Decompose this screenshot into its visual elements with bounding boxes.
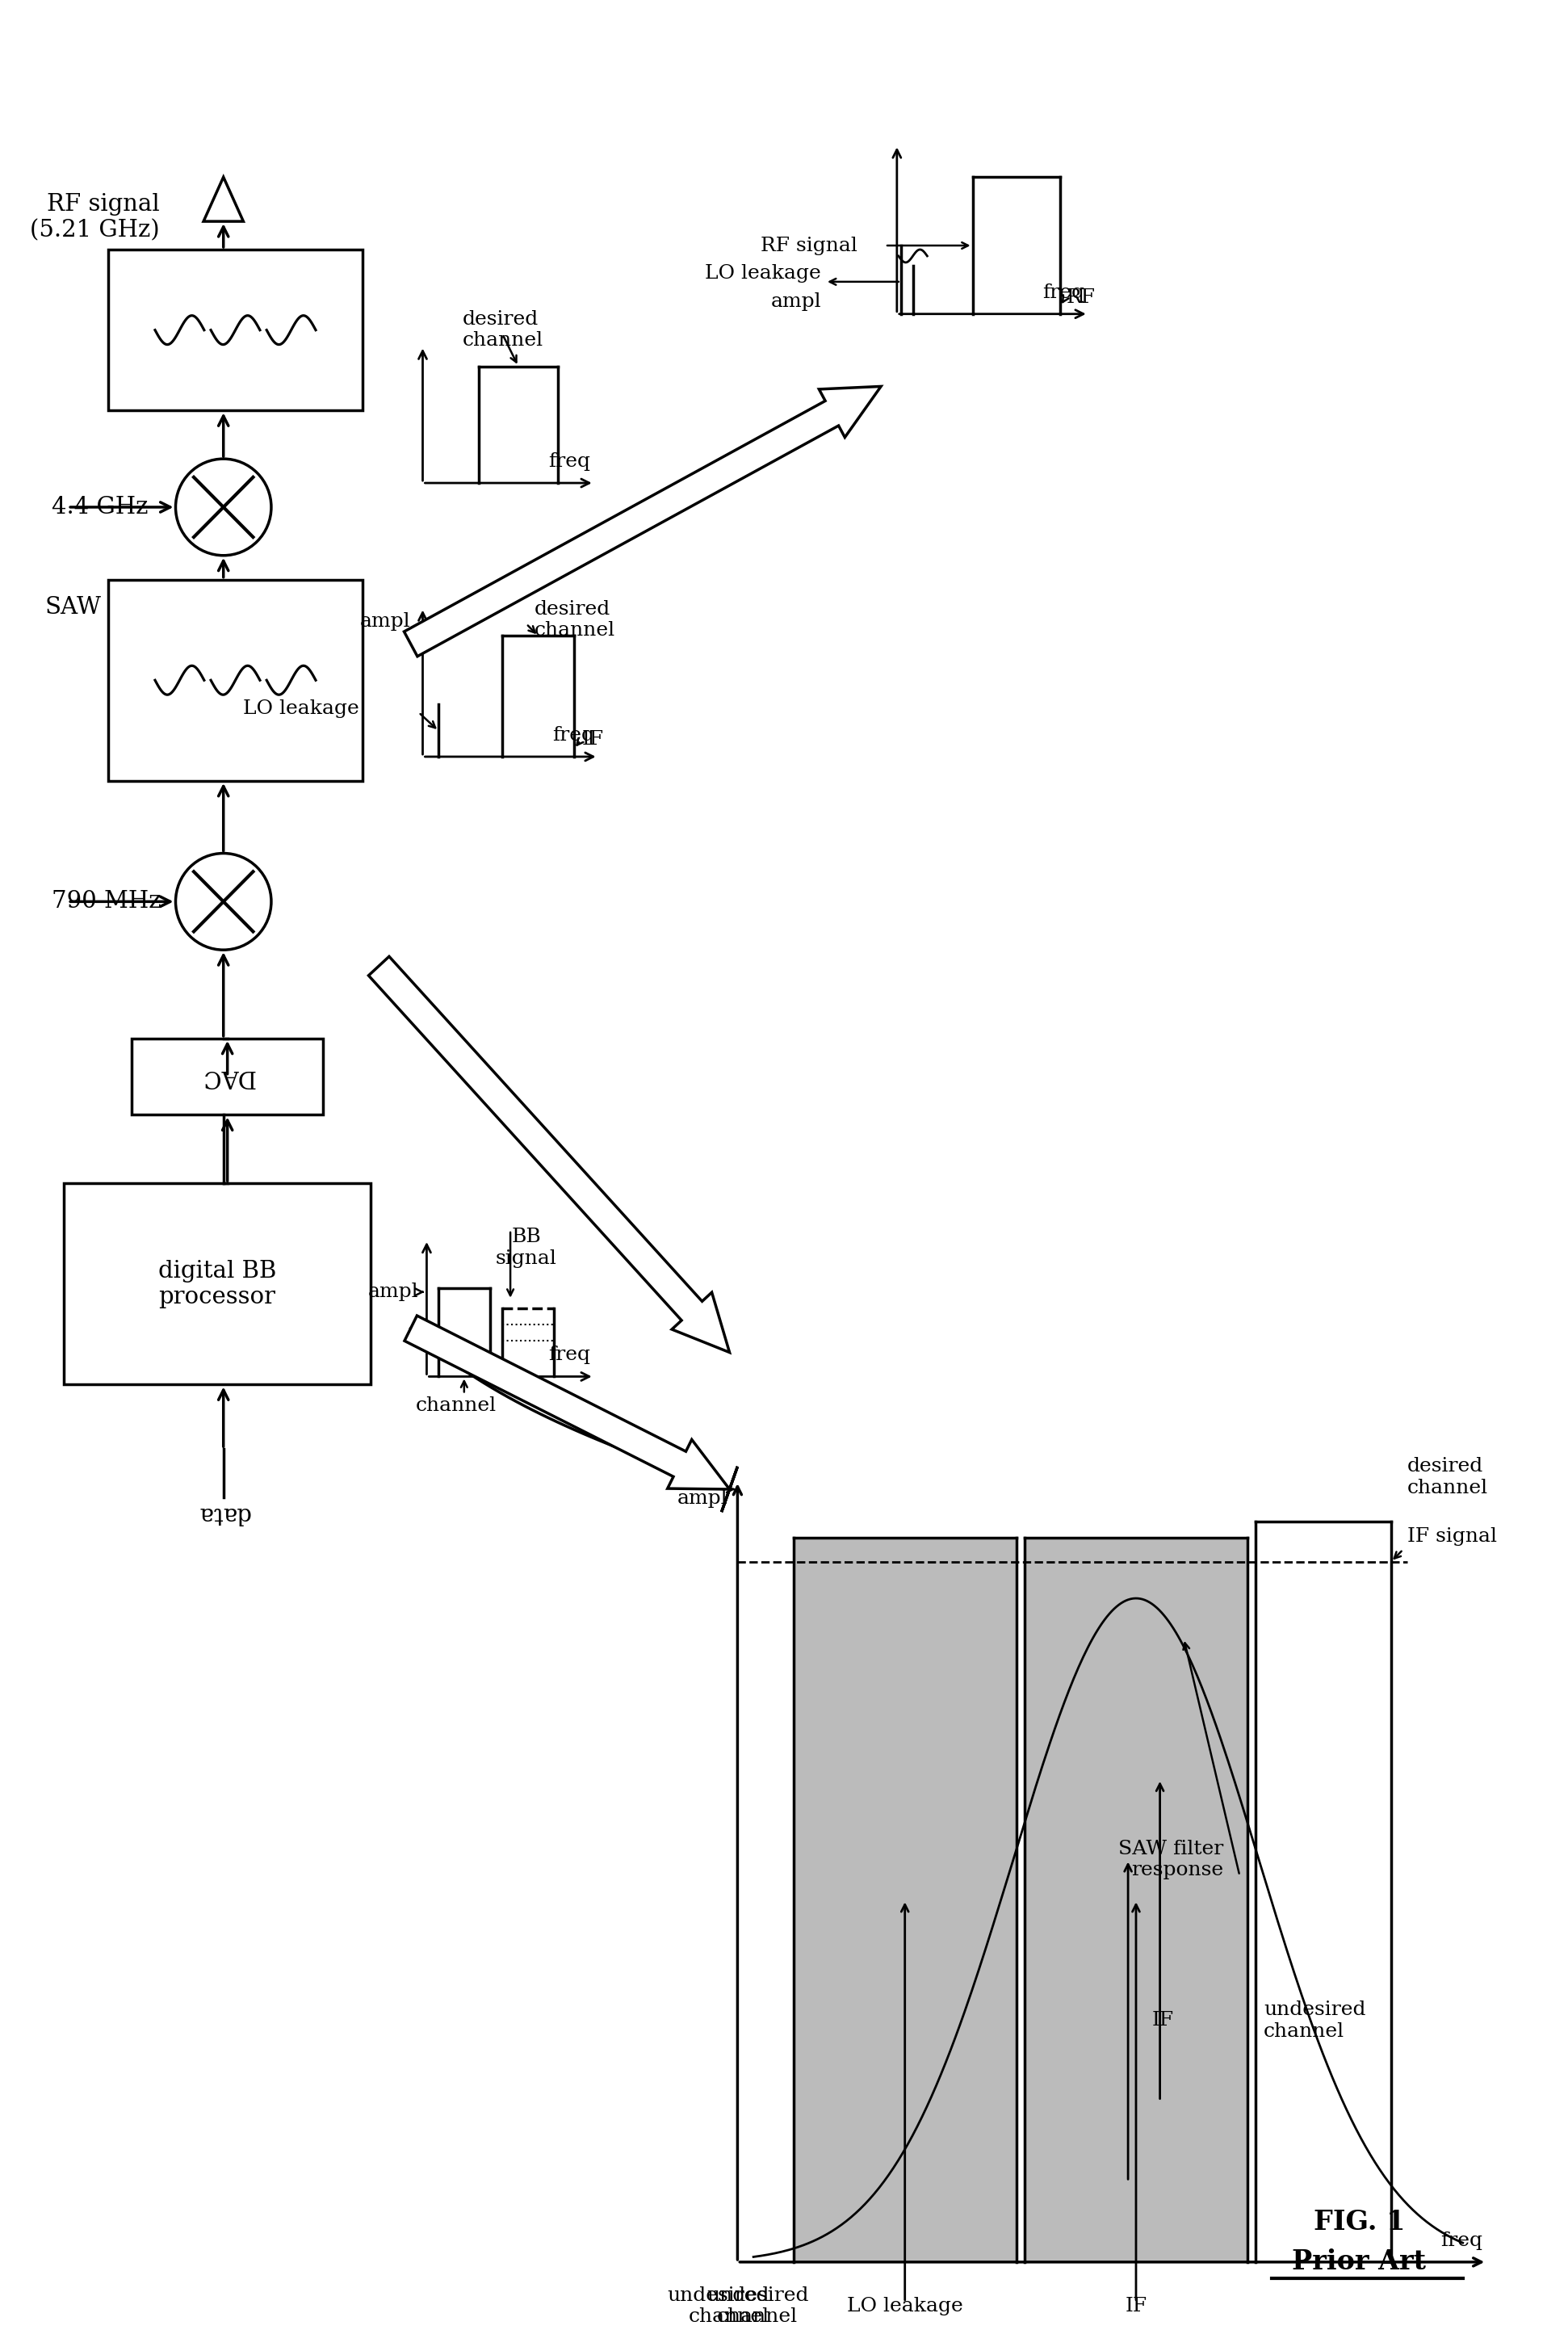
Text: ampl: ampl <box>361 613 411 631</box>
Polygon shape <box>405 1316 729 1489</box>
Text: desired
channel: desired channel <box>463 310 544 350</box>
Text: RF: RF <box>1066 289 1096 308</box>
Text: channel: channel <box>416 1396 497 1414</box>
Text: freq: freq <box>549 1347 590 1365</box>
Bar <box>793 1538 1016 2262</box>
Text: freq: freq <box>549 452 590 471</box>
Bar <box>1024 1538 1248 2262</box>
Bar <box>108 249 362 410</box>
Text: LO leakage: LO leakage <box>243 699 359 718</box>
Text: IF signal: IF signal <box>1406 1526 1496 1545</box>
Text: FIG. 1: FIG. 1 <box>1314 2209 1405 2234</box>
Text: 790 MHz: 790 MHz <box>52 890 162 913</box>
Text: LO leakage: LO leakage <box>847 2297 963 2316</box>
Text: freq: freq <box>552 727 594 746</box>
Bar <box>64 1184 372 1384</box>
Text: RF signal
(5.21 GHz): RF signal (5.21 GHz) <box>30 193 160 242</box>
Text: IF: IF <box>1126 2297 1146 2316</box>
Text: SAW: SAW <box>45 596 102 617</box>
Text: ampl: ampl <box>368 1284 419 1300</box>
Text: freq: freq <box>1043 284 1083 303</box>
Text: digital BB
processor: digital BB processor <box>158 1261 276 1309</box>
Text: undesired
channel: undesired channel <box>1264 2001 1366 2041</box>
Text: IF: IF <box>1152 2011 1174 2029</box>
Text: undesired
channel: undesired channel <box>668 2286 770 2325</box>
Text: SAW filter
response: SAW filter response <box>1118 1838 1223 1880</box>
Text: data: data <box>198 1503 249 1524</box>
Text: ampl: ampl <box>677 1489 728 1508</box>
Text: BB
signal: BB signal <box>495 1228 557 1268</box>
Text: IF: IF <box>582 729 604 748</box>
Polygon shape <box>405 387 881 657</box>
Polygon shape <box>704 1466 737 1512</box>
Bar <box>108 580 362 781</box>
Text: Prior Art: Prior Art <box>1292 2248 1427 2276</box>
Text: 4.4 GHz: 4.4 GHz <box>52 496 149 520</box>
Text: desired
channel: desired channel <box>1406 1456 1488 1498</box>
Bar <box>132 1039 323 1116</box>
Text: LO leakage: LO leakage <box>706 263 822 282</box>
Text: RF signal: RF signal <box>760 235 858 254</box>
Text: DAC: DAC <box>201 1065 254 1088</box>
Text: undesired
channel: undesired channel <box>706 2286 809 2325</box>
Polygon shape <box>368 958 729 1351</box>
Text: freq: freq <box>1441 2232 1483 2251</box>
Text: ampl: ampl <box>770 294 822 312</box>
Text: desired
channel: desired channel <box>535 599 615 641</box>
